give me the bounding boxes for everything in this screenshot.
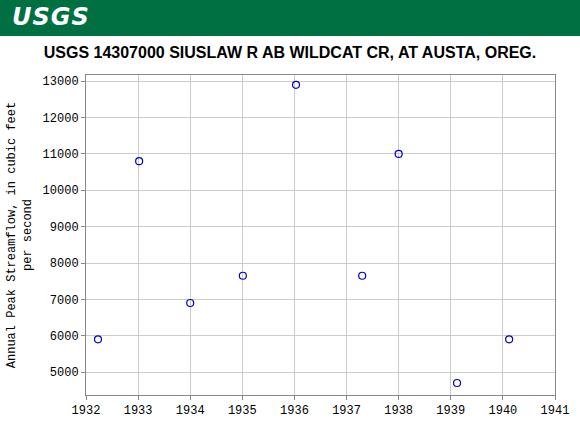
svg-text:1933: 1933 xyxy=(124,404,153,418)
svg-text:6000: 6000 xyxy=(50,330,79,344)
svg-text:1937: 1937 xyxy=(332,404,361,418)
svg-text:5000: 5000 xyxy=(50,366,79,380)
svg-text:Annual Peak Streamflow, in cub: Annual Peak Streamflow, in cubic feetper… xyxy=(5,102,35,368)
svg-text:1940: 1940 xyxy=(488,404,517,418)
svg-text:12000: 12000 xyxy=(43,112,79,126)
svg-text:11000: 11000 xyxy=(43,148,79,162)
svg-text:1941: 1941 xyxy=(541,404,570,418)
svg-text:1938: 1938 xyxy=(384,404,413,418)
svg-text:1935: 1935 xyxy=(228,404,257,418)
svg-text:13000: 13000 xyxy=(43,75,79,89)
svg-text:USGS 14307000 SIUSLAW R AB WIL: USGS 14307000 SIUSLAW R AB WILDCAT CR, A… xyxy=(44,44,537,61)
svg-text:1932: 1932 xyxy=(72,404,101,418)
svg-text:9000: 9000 xyxy=(50,221,79,235)
svg-text:8000: 8000 xyxy=(50,257,79,271)
svg-text:1939: 1939 xyxy=(436,404,465,418)
svg-text:7000: 7000 xyxy=(50,294,79,308)
svg-text:1934: 1934 xyxy=(176,404,205,418)
svg-text:10000: 10000 xyxy=(43,184,79,198)
html-text:USGS: USGS xyxy=(12,3,90,31)
svg-text:1936: 1936 xyxy=(280,404,309,418)
